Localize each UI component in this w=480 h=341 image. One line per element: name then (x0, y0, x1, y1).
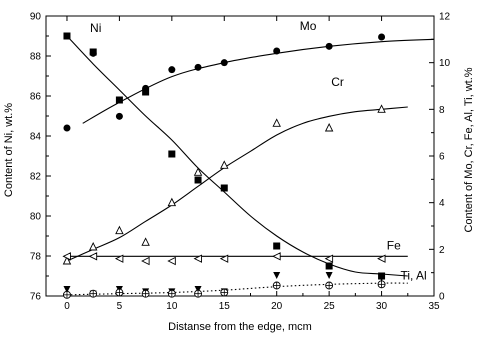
mo-point (89, 49, 97, 57)
mo-fit-line (82, 38, 435, 124)
x-tick-label: 35 (428, 301, 440, 312)
series-5-point (63, 290, 71, 299)
series-5-point (115, 288, 124, 297)
plot-frame (45, 15, 435, 297)
fe-point (114, 254, 124, 263)
y-left-tick-label: 80 (30, 212, 42, 223)
x-tick-label: 15 (219, 301, 231, 312)
mo-point (115, 112, 123, 120)
fe-point (62, 252, 71, 261)
data-points (62, 32, 386, 299)
fit-lines (66, 35, 435, 297)
fe-point (88, 252, 98, 261)
y-left-tick-label: 84 (30, 132, 42, 143)
cr-point (324, 122, 334, 132)
x-tick-label: 5 (117, 301, 123, 312)
series-5-point (89, 289, 98, 298)
y-right-tick-label: 12 (439, 12, 451, 23)
series-5-point (272, 281, 281, 290)
x-tick-label: 20 (271, 301, 283, 312)
series-label-ni: Ni (90, 21, 101, 35)
series-label-mo: Mo (300, 19, 317, 33)
y-right-tick-label: 8 (439, 105, 445, 116)
series-labels: Ni Mo Cr Fe Ti, Al (90, 19, 427, 283)
x-tick-label: 30 (376, 301, 388, 312)
cr-fit-line (66, 106, 408, 262)
ti-al-point (63, 286, 71, 293)
cr-point (220, 160, 229, 169)
fe-point (219, 254, 229, 263)
y-left-tick-label: 76 (30, 292, 42, 303)
ti-al-point (378, 274, 386, 282)
y-right-tick-label: 4 (439, 198, 445, 209)
y-axis-right-title: Content of Mo, Cr, Fe, Al, Ti, wt.% (463, 67, 475, 232)
mo-point (142, 84, 150, 92)
y-left-tick-label: 90 (30, 12, 42, 23)
mo-point (194, 63, 202, 71)
cr-point (377, 104, 386, 113)
mo-point (378, 33, 386, 41)
series-label-fe: Fe (387, 238, 401, 252)
series-5-point (377, 280, 386, 289)
cr-point (167, 197, 177, 207)
x-tick-label: 25 (324, 301, 336, 312)
ni-point (194, 176, 202, 184)
series-5-point (141, 289, 150, 298)
cr-point (62, 255, 72, 265)
ni-point (142, 88, 150, 96)
mo-point (325, 42, 333, 50)
fe-point (377, 254, 386, 263)
series-label-ti-al: Ti, Al (400, 269, 426, 283)
ni-point (273, 242, 281, 250)
cr-point (115, 225, 124, 235)
series-5-point (194, 289, 203, 298)
series-5-point (325, 281, 334, 290)
cr-point (193, 167, 203, 176)
series-5-fit-line (66, 282, 408, 296)
series-5-point (167, 289, 176, 298)
cr-point (141, 237, 150, 246)
y-left-tick-label: 88 (30, 52, 42, 63)
y-right-tick-label: 0 (439, 292, 445, 303)
ni-point (325, 262, 333, 270)
y-right-tick-label: 2 (439, 245, 445, 256)
ni-point (168, 150, 176, 158)
ti-al-point (194, 286, 202, 293)
ni-point (115, 96, 123, 104)
x-tick-label: 0 (64, 301, 70, 312)
fe-point (141, 256, 150, 266)
series-label-cr: Cr (331, 75, 344, 89)
series-5-point (220, 288, 229, 297)
fe-point (272, 252, 281, 261)
mo-point (63, 124, 71, 132)
y-left-tick-label: 86 (30, 92, 42, 103)
ti-al-point (325, 272, 333, 279)
y-left-tick-label: 82 (30, 172, 42, 183)
cr-point (88, 241, 98, 251)
y-axis-left-title: Content of Ni, wt.% (3, 103, 15, 197)
ni-point (63, 32, 71, 40)
x-tick-label: 10 (166, 301, 178, 312)
mo-point (273, 47, 281, 55)
fe-point (324, 254, 334, 263)
ni-point (220, 184, 228, 192)
ni-fit-line (66, 35, 408, 277)
mo-point (220, 59, 228, 67)
cr-point (272, 118, 281, 127)
y-right-tick-label: 6 (439, 152, 445, 163)
fe-point (167, 256, 176, 266)
mo-point (168, 66, 176, 74)
y-left-tick-label: 78 (30, 252, 42, 263)
ti-al-point (273, 272, 281, 279)
fe-point (193, 254, 203, 263)
x-axis-title: Distanse from the edge, mcm (168, 321, 312, 333)
y-right-tick-label: 10 (439, 58, 451, 69)
